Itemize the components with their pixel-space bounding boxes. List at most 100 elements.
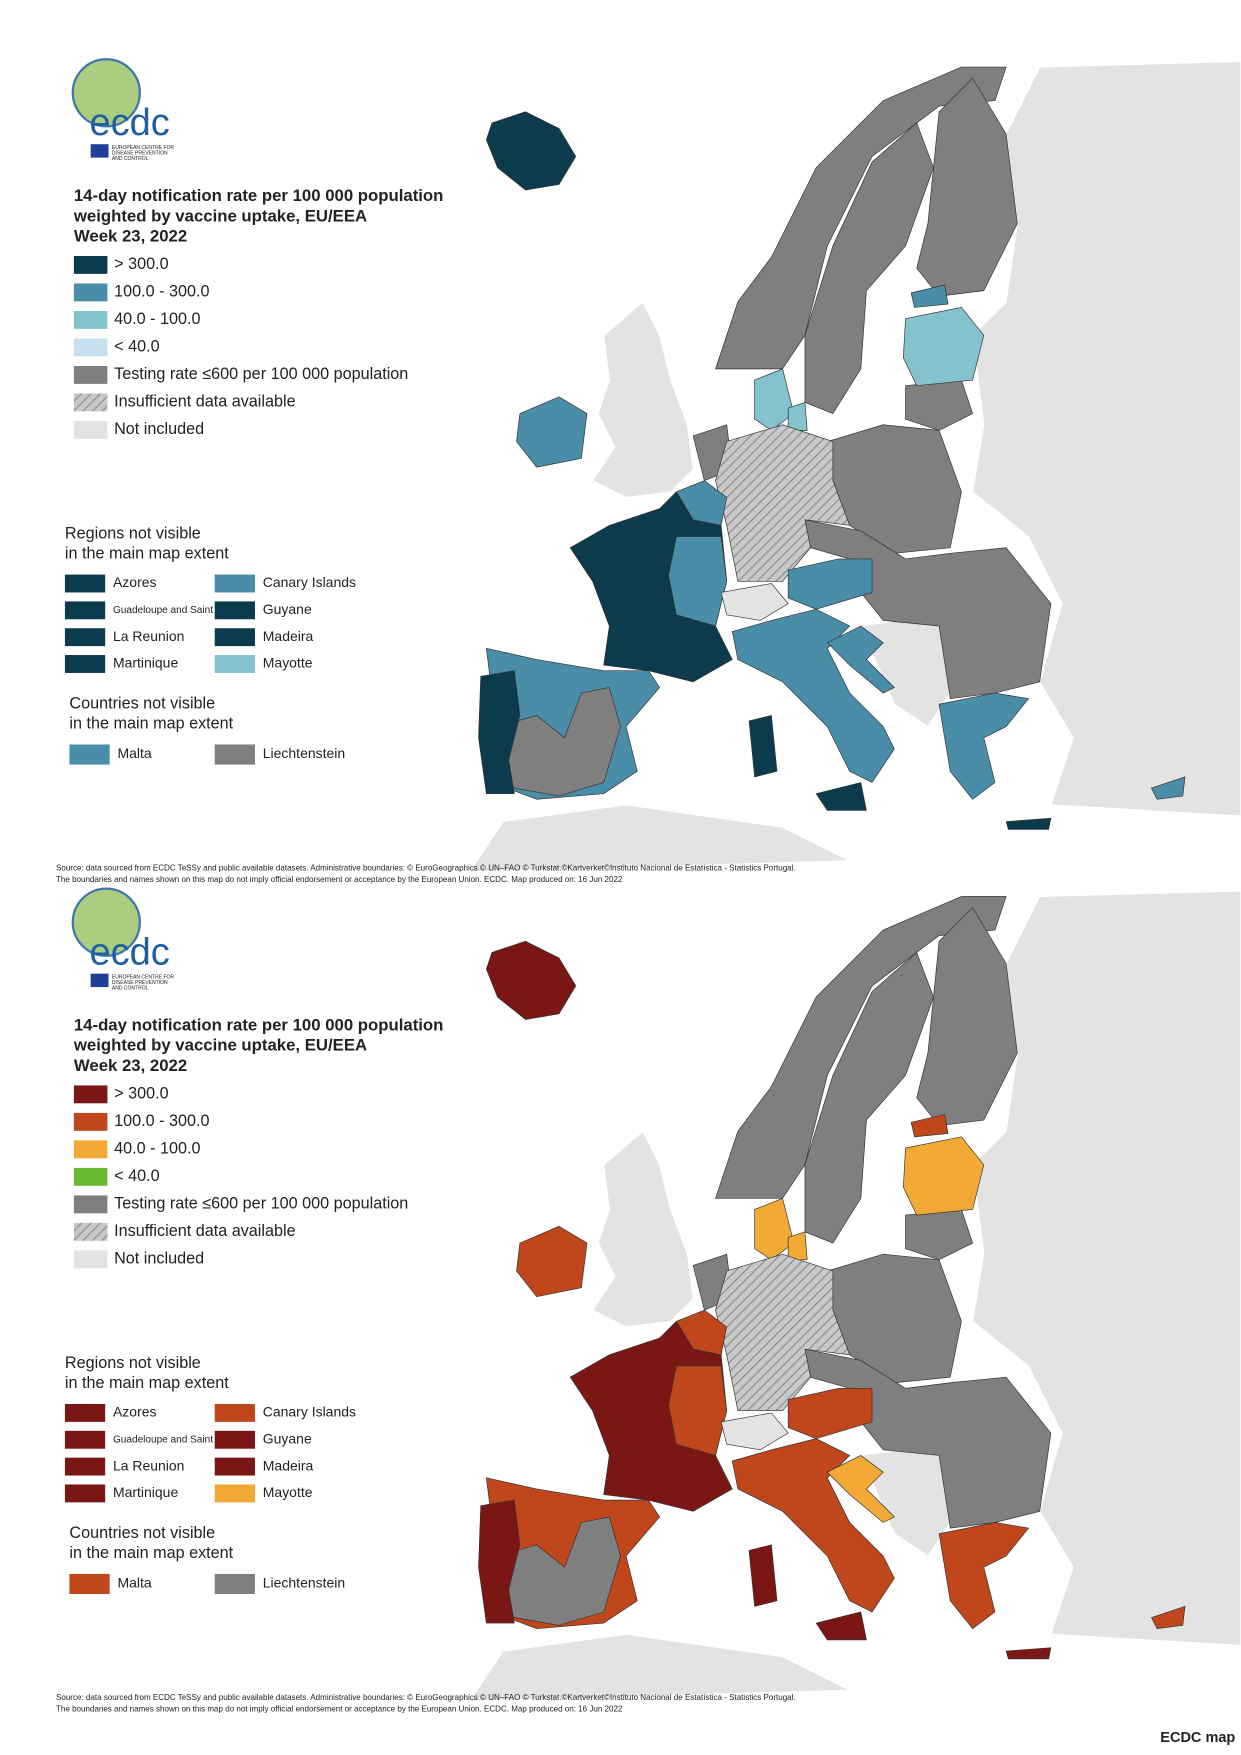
legend-label: Not included [114,1250,204,1268]
logo-caption: EUROPEAN CENTRE FOR [112,145,175,151]
country-label: Liechtenstein [263,745,345,761]
country-shape [804,951,934,1244]
country-shape [815,1611,867,1641]
countries-heading: Countries not visible [69,1524,215,1542]
country-shape [754,1197,795,1261]
country-shape [731,1438,895,1613]
legend-title: 14-day notification rate per 100 000 pop… [74,1016,444,1035]
legend-title: Week 23, 2022 [74,1056,187,1075]
region-label: Mayotte [263,655,313,671]
legend-swatch [73,393,108,412]
legend-swatch [73,1250,108,1269]
countries-heading: Countries not visible [69,695,215,713]
region-swatch [64,1404,106,1422]
legend-title: Week 23, 2022 [74,226,187,245]
logo-caption: EUROPEAN CENTRE FOR [112,974,175,980]
logo-globe [71,887,141,957]
country-shape [826,625,895,694]
region-label: Canary Islands [263,1404,356,1420]
country-shape [720,1412,789,1451]
country-shape [486,940,577,1020]
country-shape [938,1522,1030,1630]
region-label: Guadeloupe and Saint Martin [113,605,244,616]
country-shape [916,77,1018,297]
country-swatch [214,744,255,765]
region-swatch [64,655,106,673]
country-shape [715,424,851,582]
country-shape [715,896,1007,1199]
country-shape [902,1136,985,1216]
legend-label: < 40.0 [114,1167,159,1185]
map [468,890,1241,1702]
legend-swatch [73,338,108,357]
logo-text: ecdc [90,932,170,974]
legend-label: Insufficient data available [114,1222,295,1240]
region-label: Azores [113,1404,156,1420]
legend-label: > 300.0 [114,1085,168,1103]
region-label: Martinique [113,1484,178,1500]
land [468,804,850,873]
legend-label: 100.0 - 300.0 [114,283,209,301]
legend-label: 40.0 - 100.0 [114,1140,200,1158]
region-label: Madeira [263,628,314,644]
country-swatch [69,1573,110,1595]
land [591,300,694,499]
legend-swatch [73,420,108,439]
legend-title: 14-day notification rate per 100 000 pop… [74,186,444,205]
legend-swatch [73,310,108,329]
region-swatch [214,1404,255,1422]
country-shape [905,379,974,431]
region-swatch [64,1484,106,1503]
land [972,890,1241,1647]
country-swatch [69,744,110,765]
legend-swatch [73,1222,108,1241]
legend-label: Insufficient data available [114,393,295,411]
country-shape [787,401,808,431]
region-label: Canary Islands [263,574,356,590]
country-shape [715,1253,851,1412]
country-shape [1005,817,1052,830]
logo-caption: DISEASE PREVENTION [112,980,168,986]
country-shape [720,583,789,621]
legend-swatch [73,1195,108,1214]
regions-heading: Regions not visible [65,525,201,543]
country-shape [516,396,588,468]
country-shape [910,284,949,308]
country-shape [478,1499,521,1624]
land [591,1130,694,1328]
country-shape [748,714,778,778]
country-shape [804,122,934,415]
region-swatch [64,1430,106,1449]
legend-label: < 40.0 [114,338,159,356]
logo-caption: DISEASE PREVENTION [112,150,168,156]
country-shape [902,307,985,387]
region-label: Madeira [263,1457,314,1473]
country-shape [815,782,867,811]
country-shape [787,1231,808,1261]
country-label: Malta [117,745,151,761]
legend-label: > 300.0 [114,255,168,273]
region-label: La Reunion [113,1457,184,1473]
region-swatch [64,628,106,647]
region-label: La Reunion [113,628,184,644]
region-swatch [214,1484,255,1503]
legend-title: weighted by vaccine uptake, EU/EEA [73,206,367,225]
country-label: Malta [117,1575,151,1591]
country-shape [916,907,1018,1127]
region-label: Martinique [113,655,178,671]
regions-heading: Regions not visible [65,1354,201,1372]
country-shape [1150,1605,1186,1630]
legend-label: 40.0 - 100.0 [114,310,200,328]
legend-swatch [73,255,108,274]
legend-swatch [73,283,108,302]
country-shape [905,1209,974,1261]
country-shape [1005,1647,1052,1660]
country-shape [787,1388,873,1440]
source-note: Source: data sourced from ECDC TeSSy and… [56,1693,796,1702]
region-label: Guadeloupe and Saint Martin [113,1434,244,1445]
countries-heading: in the main map extent [69,715,233,733]
logo-caption: AND CONTROL [112,985,149,991]
land [972,60,1241,817]
